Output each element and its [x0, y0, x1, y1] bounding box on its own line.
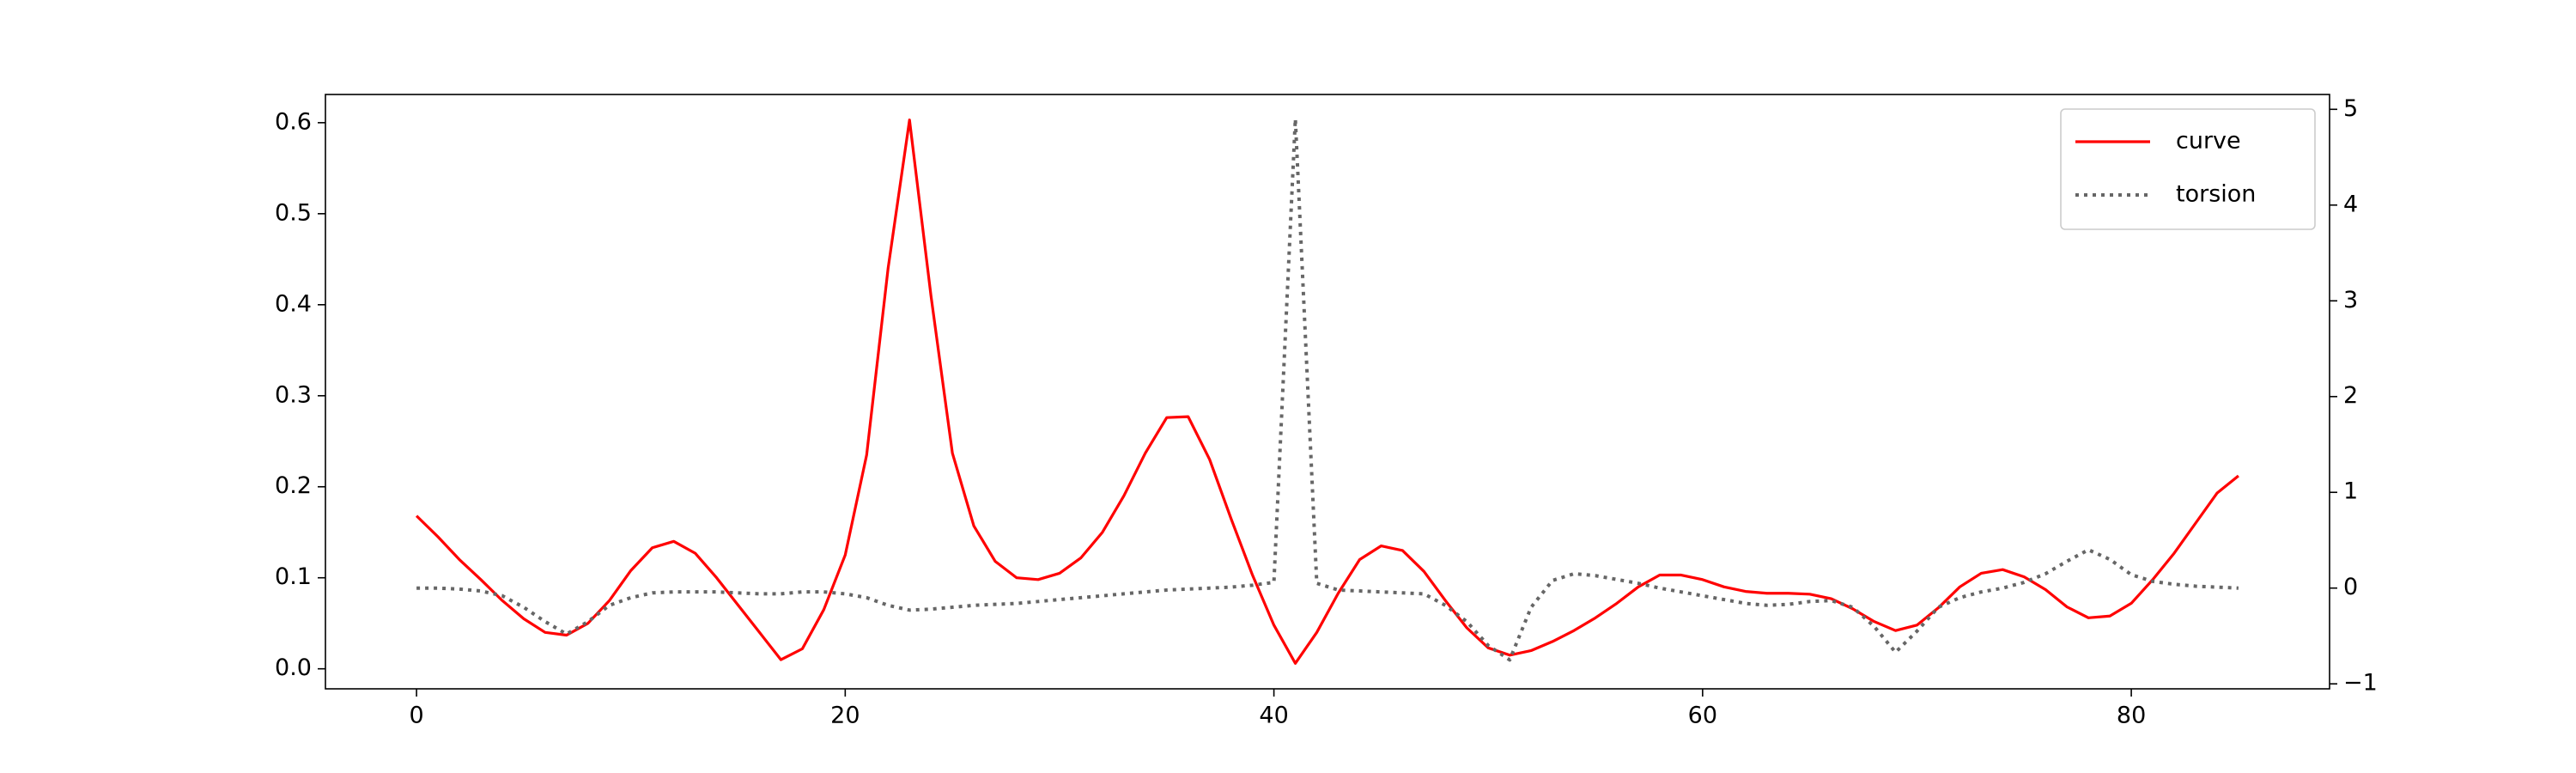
- legend-label: torsion: [2176, 181, 2256, 208]
- y2-tick-label: 3: [2343, 287, 2358, 313]
- y2-tick-label: 0: [2343, 574, 2358, 600]
- y-tick-label: 0.6: [275, 108, 312, 135]
- series-line: [415, 119, 2239, 665]
- y2-tick-label: 5: [2343, 95, 2358, 122]
- y2-tick-label: 4: [2343, 191, 2358, 217]
- legend: curve torsion: [2060, 108, 2316, 230]
- y2-tick-label: 1: [2343, 478, 2358, 505]
- x-tick-label: 0: [409, 703, 423, 729]
- series-line: [416, 117, 2239, 662]
- y2-tick-label: 2: [2343, 382, 2358, 409]
- y-tick-label: 0.4: [275, 290, 312, 317]
- y-tick-label: 0.3: [275, 381, 312, 408]
- plot-frame: [325, 94, 2330, 690]
- x-tick-label: 20: [830, 703, 860, 729]
- y2-tick-label: −1: [2343, 670, 2378, 697]
- x-tick-label: 60: [1688, 703, 1717, 729]
- legend-label: curve: [2176, 128, 2241, 155]
- y-tick-label: 0.1: [275, 563, 312, 590]
- y-tick-label: 0.2: [275, 472, 312, 499]
- y-tick-label: 0.0: [275, 654, 312, 681]
- y-tick-label: 0.5: [275, 199, 312, 226]
- x-tick-label: 80: [2117, 703, 2146, 729]
- x-tick-label: 40: [1259, 703, 1288, 729]
- legend-box: [2060, 108, 2316, 230]
